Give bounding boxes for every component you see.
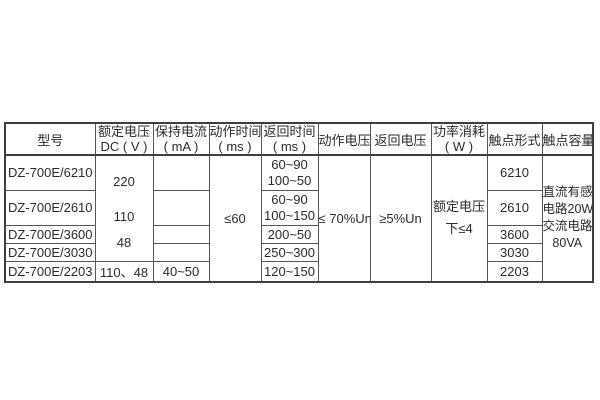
return-time-cell: 250~300	[260, 242, 319, 262]
col-header-contact-form: 触点形式	[486, 122, 543, 156]
return-time-line: 100~50	[267, 172, 312, 188]
model-cell: DZ-700E/2203	[4, 260, 96, 282]
rated-voltage-value: 110	[113, 209, 135, 225]
contact-form-cell: 3030	[486, 242, 543, 262]
return-voltage-cell: ≥5%Un	[369, 154, 432, 282]
holding-current-empty-cell	[152, 242, 210, 262]
contact-capacity-line: 电路20W，	[542, 202, 593, 217]
col-header-return-time: 返回时间 ( ms )	[260, 122, 319, 156]
table-row: DZ-700E/6210 220 110 48 ≤60 60~90 100~50…	[4, 154, 594, 282]
table-row: DZ-700E/3600 200~50 3600	[4, 224, 593, 244]
contact-form-cell: 2610	[486, 189, 543, 226]
rated-voltage-value: 48	[116, 235, 132, 251]
return-time-cell: 60~90 100~150	[260, 189, 319, 226]
operate-time-cell: ≤60	[208, 154, 262, 282]
rated-voltage-cell: 110、48	[94, 260, 154, 282]
header-line: ( W )	[444, 139, 474, 154]
col-header-holding-current: 保持电流 ( mA )	[152, 122, 210, 156]
contact-capacity-line: 80VA	[552, 236, 583, 251]
model-cell: DZ-700E/3600	[4, 224, 96, 244]
col-header-contact-capacity: 触点容量	[541, 122, 594, 156]
model-cell: DZ-700E/6210	[4, 154, 96, 191]
contact-form-cell: 6210	[486, 154, 543, 191]
operate-voltage-cell: ≤ 70%Un	[317, 154, 371, 282]
header-line: ( ms )	[272, 139, 307, 154]
table-row: DZ-700E/2203 110、48 40~50 120~150 2203	[4, 260, 593, 282]
header-line: ( mA )	[163, 139, 199, 154]
col-header-return-voltage: 返回电压	[369, 122, 432, 156]
holding-current-empty-cell	[152, 189, 210, 226]
return-time-line: 100~150	[264, 207, 315, 223]
return-time-cell: 120~150	[260, 260, 319, 282]
contact-capacity-line: 直流有感	[542, 185, 593, 200]
return-time-cell: 200~50	[260, 224, 319, 244]
col-header-operate-voltage: 动作电压	[317, 122, 371, 156]
header-line: ( ms )	[218, 139, 252, 154]
header-row: 型号 额定电压 DC ( V ) 保持电流 ( mA ) 动作时间 ( ms )…	[4, 122, 594, 156]
contact-form-cell: 2203	[486, 260, 543, 282]
contact-capacity-line: 交流电路	[542, 219, 593, 234]
power-consumption-line: 额定电压	[432, 199, 485, 215]
header-line: 功率消耗	[432, 124, 485, 139]
holding-current-cell: 40~50	[152, 260, 210, 282]
model-cell: DZ-700E/3030	[4, 242, 96, 262]
col-header-power-consumption: 功率消耗 ( W )	[430, 122, 488, 156]
table-row: DZ-700E/2610 60~90 100~150 2610	[4, 189, 593, 226]
contact-form-cell: 3600	[486, 224, 543, 244]
header-line: 保持电流	[154, 124, 207, 139]
rated-voltage-value: 220	[113, 174, 135, 190]
rated-voltage-group-cell: 220 110 48	[94, 154, 154, 262]
header-line: 返回时间	[263, 124, 316, 139]
table-row: DZ-700E/3030 250~300 3030	[4, 242, 593, 262]
power-consumption-line: 下≤4	[445, 221, 473, 237]
holding-current-empty-cell	[152, 224, 210, 244]
return-time-line: 60~90	[271, 191, 308, 207]
model-cell: DZ-700E/2610	[4, 189, 96, 226]
header-line: DC ( V )	[100, 139, 148, 154]
col-header-model: 型号	[4, 122, 96, 156]
return-time-cell: 60~90 100~50	[260, 154, 319, 191]
power-consumption-cell: 额定电压 下≤4	[430, 154, 488, 282]
header-line: 额定电压	[97, 124, 150, 139]
holding-current-empty-cell	[152, 154, 210, 191]
col-header-rated-voltage: 额定电压 DC ( V )	[94, 122, 154, 156]
header-line: 动作时间	[209, 124, 261, 139]
contact-capacity-cell: 直流有感 电路20W， 交流电路 80VA	[541, 154, 594, 282]
col-header-operate-time: 动作时间 ( ms )	[208, 122, 262, 156]
return-time-line: 60~90	[271, 156, 308, 172]
relay-spec-table: 型号 额定电压 DC ( V ) 保持电流 ( mA ) 动作时间 ( ms )…	[4, 122, 594, 283]
